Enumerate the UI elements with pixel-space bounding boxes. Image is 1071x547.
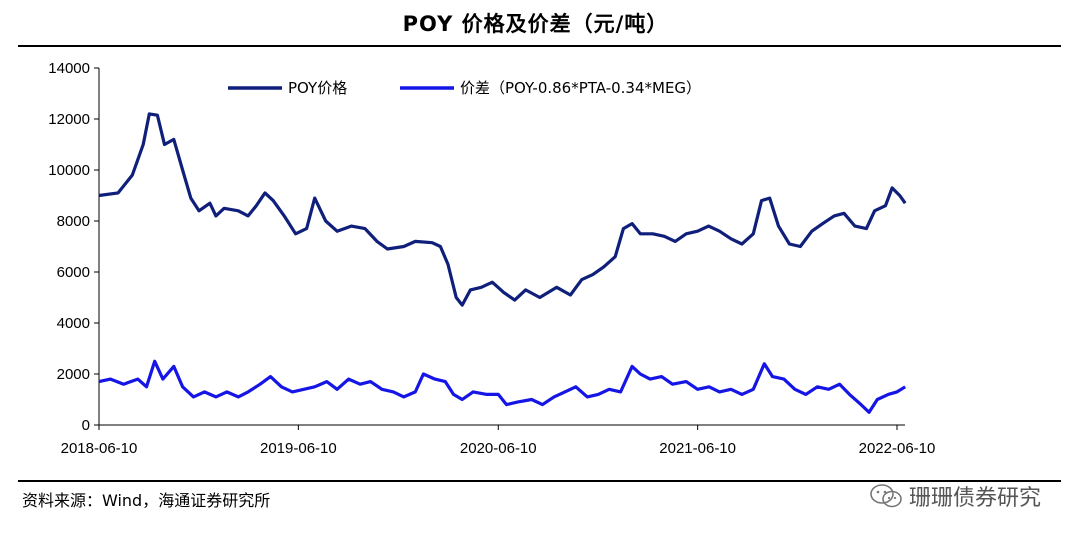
series-line-2 <box>98 359 907 414</box>
legend-label-1: POY价格 <box>288 79 347 97</box>
y-tick-label: 8000 <box>57 213 90 230</box>
x-tick-label: 2022-06-10 <box>859 440 936 457</box>
source-note: 资料来源：Wind，海通证券研究所 <box>22 491 271 510</box>
y-tick-label: 0 <box>82 417 90 434</box>
y-tick-label: 12000 <box>48 111 90 128</box>
y-tick-label: 4000 <box>57 315 90 332</box>
line-chart: 0 2000 4000 6000 8000 10000 12000 14000 2018-06-… <box>48 60 936 457</box>
watermark-text: 珊珊债券研究 <box>908 486 1041 511</box>
y-tick-label: 2000 <box>57 366 90 383</box>
x-tick-label: 2020-06-10 <box>460 440 537 457</box>
wechat-icon <box>870 484 902 508</box>
bottom-rule <box>18 480 1061 482</box>
x-tick-label: 2019-06-10 <box>260 440 337 457</box>
chart-title: POY 价格及价差（元/吨） <box>402 12 669 36</box>
y-tick-label: 6000 <box>57 264 90 281</box>
x-tick-label: 2018-06-10 <box>61 440 138 457</box>
series-line-1 <box>98 112 907 307</box>
x-tick-label: 2021-06-10 <box>659 440 736 457</box>
y-tick-label: 14000 <box>48 60 90 77</box>
y-tick-label: 10000 <box>48 162 90 179</box>
top-rule <box>18 45 1061 47</box>
legend-label-2: 价差（POY-0.86*PTA-0.34*MEG） <box>460 79 701 97</box>
watermark: 珊珊债券研究 <box>869 480 1041 512</box>
